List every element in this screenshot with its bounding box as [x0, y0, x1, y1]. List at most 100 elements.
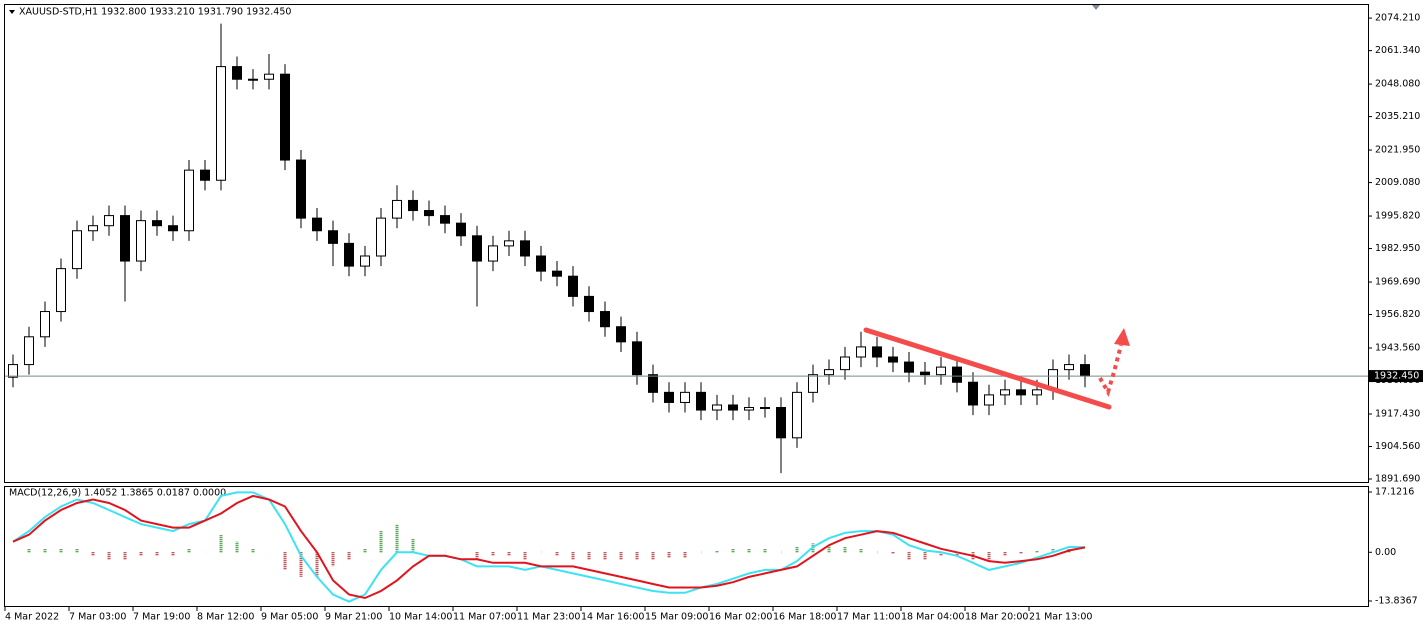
candle-body	[984, 394, 994, 406]
candle-body	[488, 245, 498, 262]
chart-title: XAUUSD-STD,H1 1932.800 1933.210 1931.790…	[19, 7, 291, 18]
x-tick-label: 4 Mar 2022	[5, 612, 59, 623]
y-tick-label: 1904.560	[1375, 441, 1420, 452]
candle-body	[632, 341, 642, 376]
candle-body	[1016, 389, 1026, 396]
macd-line	[12, 491, 1086, 603]
candle-body	[56, 268, 66, 313]
candle-body	[152, 220, 162, 227]
candle-body	[936, 366, 946, 376]
indicator-panel	[4, 486, 1369, 607]
indicator-y-tick-label: 0.00	[1375, 547, 1396, 558]
candle-body	[392, 199, 402, 219]
candle-body	[40, 311, 50, 338]
candle-body	[504, 240, 514, 247]
candle-body	[312, 217, 322, 232]
projection-arrow	[1098, 344, 1123, 398]
candle-body	[664, 391, 674, 403]
y-tick-label: 1943.560	[1375, 343, 1420, 354]
candle-body	[888, 356, 898, 363]
x-tick-label: 11 Mar 07:00	[453, 612, 516, 623]
candle-body	[216, 66, 226, 181]
candle-body	[952, 366, 962, 383]
candle-body	[872, 346, 882, 358]
candle-body	[712, 404, 722, 411]
x-tick-label: 11 Mar 23:00	[517, 612, 580, 623]
y-tick-label: 1891.690	[1375, 473, 1420, 484]
last-price-box	[1369, 370, 1423, 383]
candle-body	[696, 391, 706, 411]
candle-body	[840, 356, 850, 371]
candle-body	[680, 391, 690, 403]
candle-body	[792, 391, 802, 439]
candle-body	[904, 361, 914, 373]
x-tick-label: 7 Mar 19:00	[133, 612, 190, 623]
candle-body	[616, 326, 626, 343]
candle-body	[536, 255, 546, 272]
candle-body	[168, 225, 178, 232]
candle-body	[328, 230, 338, 244]
candle-body	[472, 235, 482, 262]
indicator-y-tick-label: -13.8367	[1375, 595, 1418, 606]
x-tick-label: 18 Mar 20:00	[965, 612, 1028, 623]
candle-body	[8, 364, 18, 378]
candle-body	[568, 275, 578, 297]
trend-line	[863, 327, 1112, 410]
x-tick-label: 14 Mar 16:00	[581, 612, 644, 623]
candle-body	[856, 346, 866, 358]
candle-body	[280, 73, 290, 161]
candle-body	[88, 225, 98, 232]
candle-body	[456, 222, 466, 237]
candle-body	[808, 374, 818, 393]
candle-body	[248, 78, 258, 81]
candle-body	[440, 215, 450, 224]
x-tick-label: 9 Mar 21:00	[325, 612, 382, 623]
last-price-label: 1932.450	[1374, 371, 1419, 382]
candle-body	[120, 215, 130, 262]
x-tick-label: 8 Mar 12:00	[197, 612, 254, 623]
candle-body	[520, 240, 530, 257]
x-tick-label: 17 Mar 11:00	[837, 612, 900, 623]
candle-body	[760, 407, 770, 410]
candle-body	[408, 199, 418, 212]
candle-body	[232, 66, 242, 80]
candle-body	[184, 169, 194, 232]
candle-body	[200, 169, 210, 181]
y-tick-label: 1982.950	[1375, 243, 1420, 254]
x-tick-label: 16 Mar 02:00	[709, 612, 772, 623]
candle-body	[776, 407, 786, 439]
candle-body	[600, 311, 610, 328]
candle-body	[968, 381, 978, 406]
candle-body	[1080, 364, 1090, 377]
trend-annotation	[863, 327, 1130, 410]
price-panel	[4, 4, 1369, 483]
plot-layer: 2074.210 2061.340 2048.080 2035.210 2021.950…	[4, 13, 1423, 623]
y-tick-label: 2048.080	[1375, 79, 1420, 90]
y-tick-label: 1917.430	[1375, 408, 1420, 419]
x-tick-label: 10 Mar 14:00	[389, 612, 452, 623]
candle-body	[744, 407, 754, 411]
y-tick-label: 2061.340	[1375, 45, 1420, 56]
candle-body	[344, 242, 354, 267]
shift-marker[interactable]	[1092, 5, 1100, 10]
candle-body	[104, 215, 114, 227]
candle-body	[24, 336, 34, 366]
candle-body	[136, 220, 146, 262]
collapse-icon[interactable]	[9, 10, 15, 14]
candle-body	[824, 369, 834, 376]
candle-body	[552, 270, 562, 277]
y-tick-label: 2074.210	[1375, 13, 1420, 24]
x-tick-label: 16 Mar 18:00	[773, 612, 836, 623]
arrow-head	[1114, 328, 1130, 346]
x-tick-label: 18 Mar 04:00	[901, 612, 964, 623]
candle-body	[1000, 389, 1010, 396]
x-tick-label: 9 Mar 05:00	[261, 612, 318, 623]
candle-body	[920, 371, 930, 376]
x-tick-label: 21 Mar 13:00	[1029, 612, 1092, 623]
x-tick-label: 7 Mar 03:00	[69, 612, 126, 623]
candle-body	[648, 374, 658, 393]
candle-body	[1064, 364, 1074, 371]
y-tick-label: 2021.950	[1375, 145, 1420, 156]
